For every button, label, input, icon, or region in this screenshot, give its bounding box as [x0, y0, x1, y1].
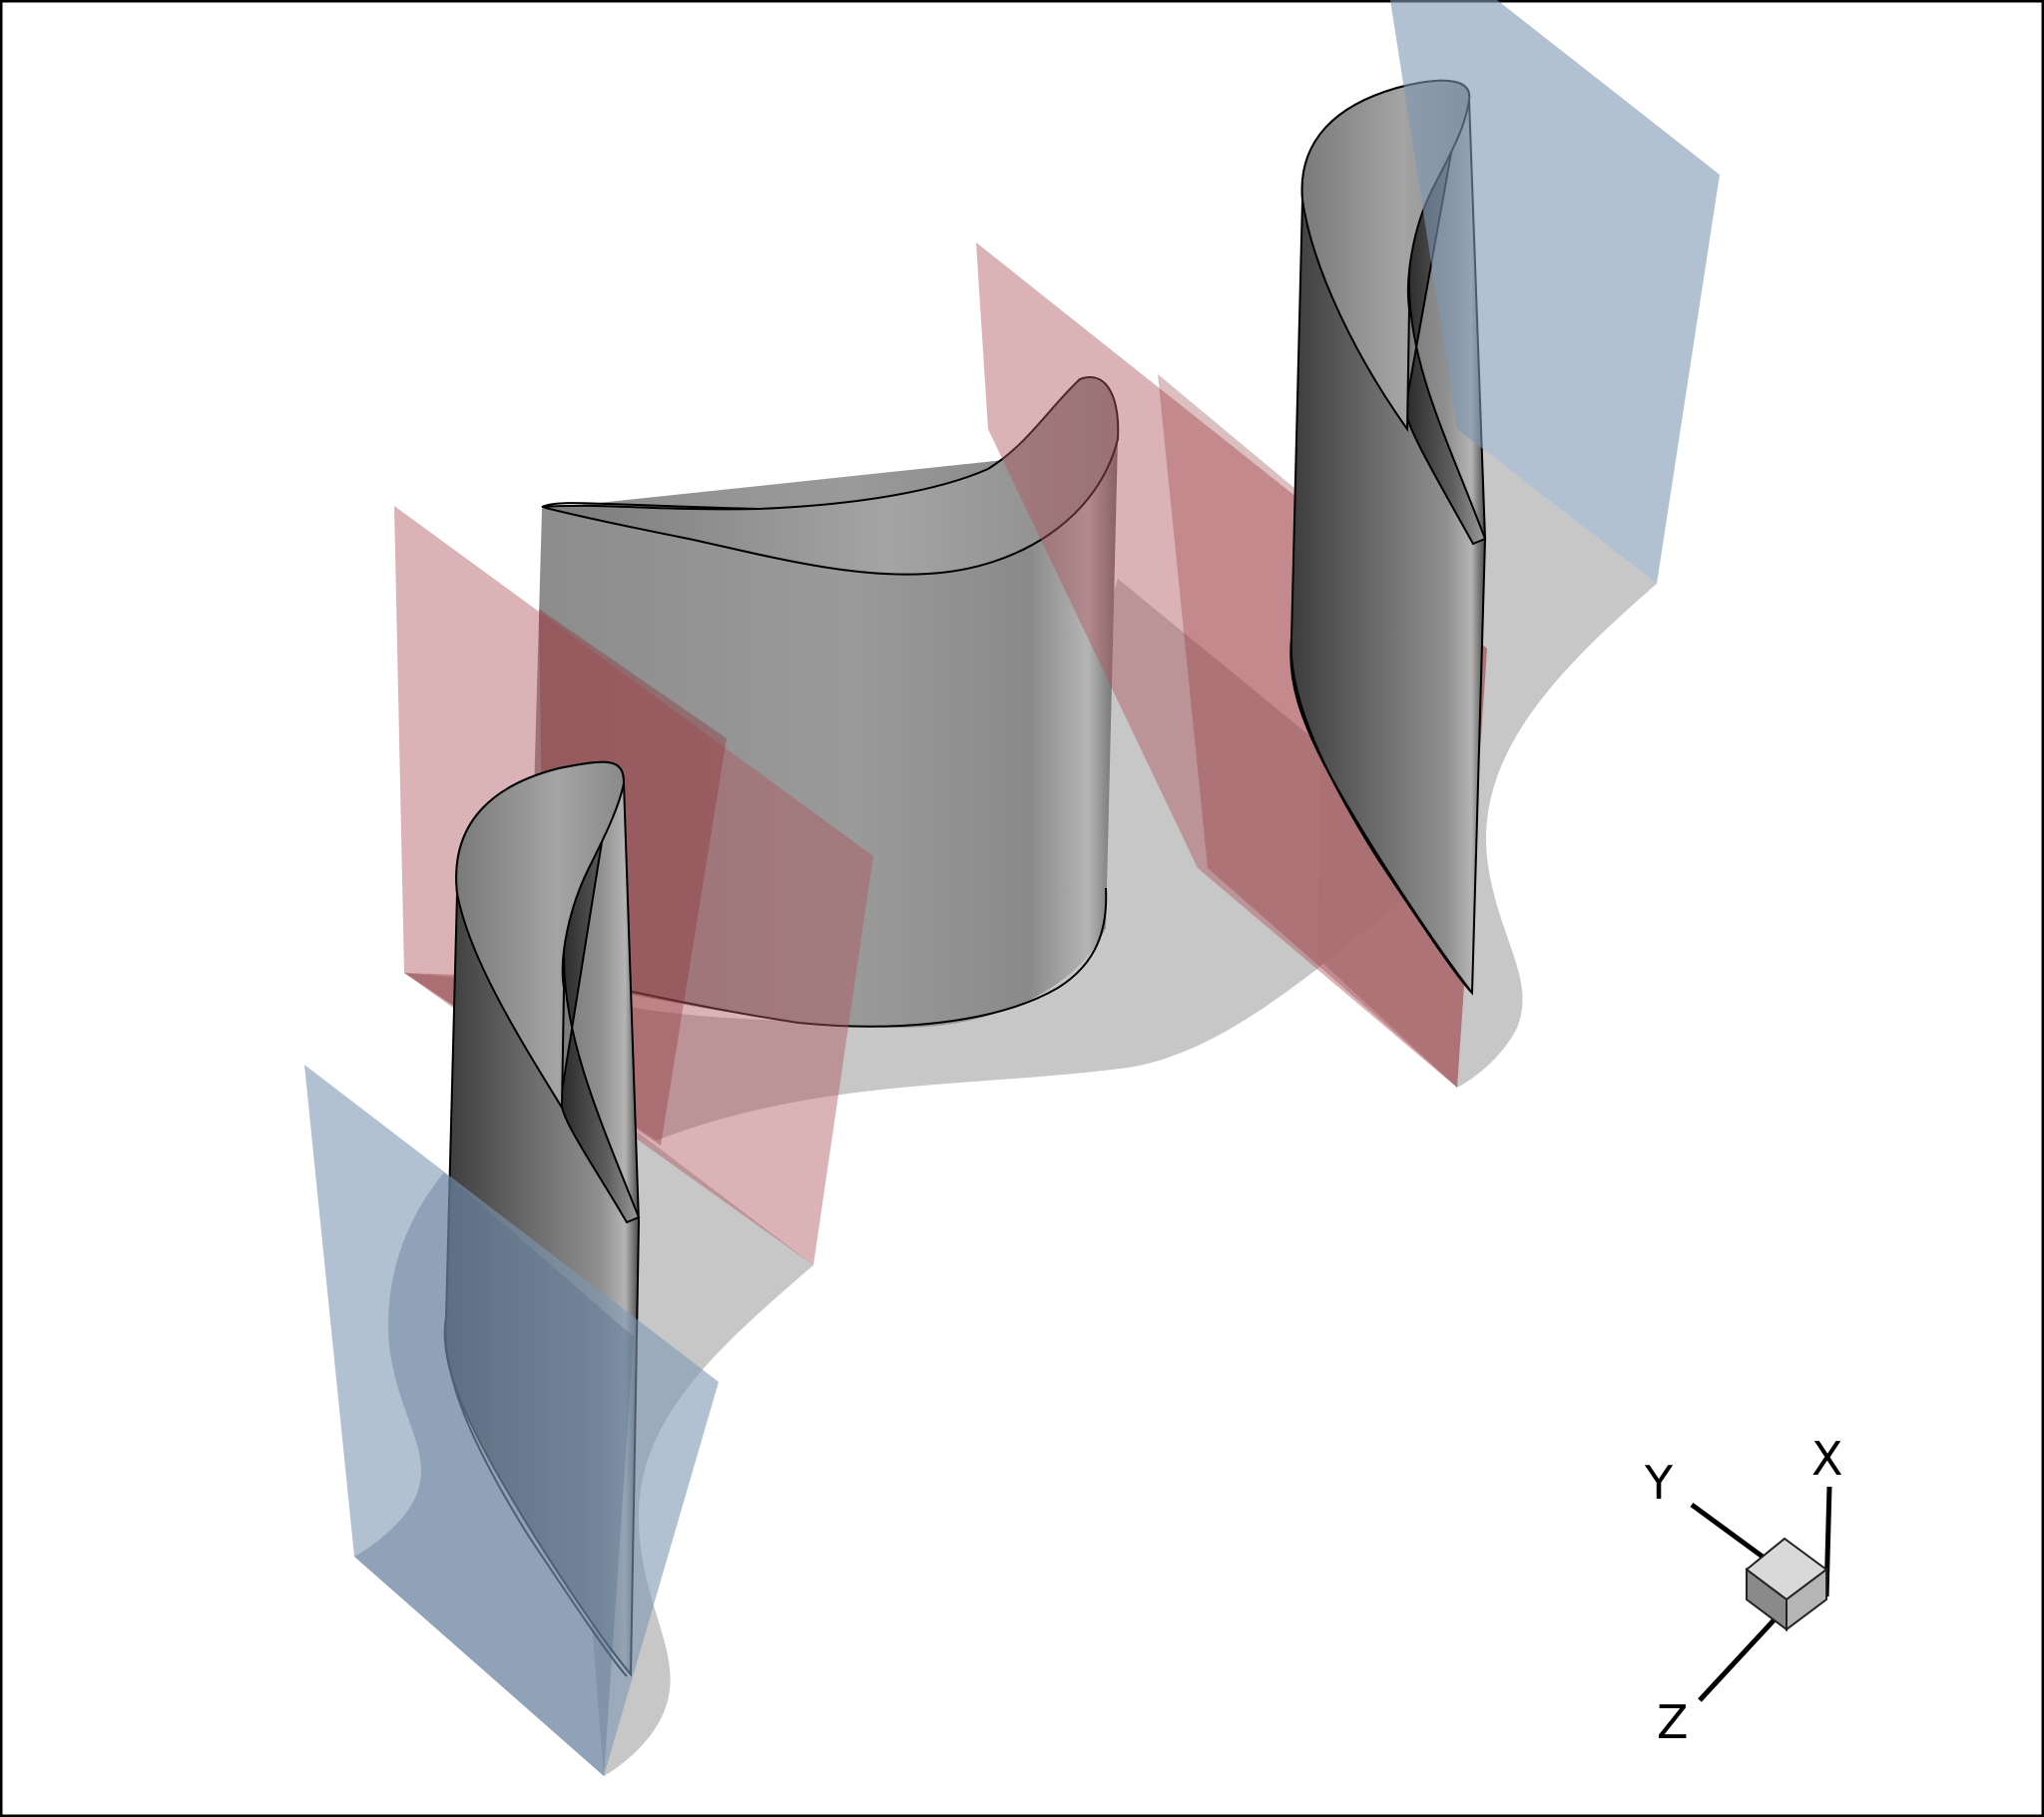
right-blade-base-edge: [1289, 638, 1473, 994]
left-blade-top-cap: [455, 760, 626, 1112]
x-axis-label: X: [1811, 1432, 1843, 1486]
center-blade-top-cap: [541, 376, 1120, 576]
center-blade-top-edge: [541, 502, 760, 510]
cube-right-face: [1786, 1568, 1827, 1631]
red-plane-right: [976, 242, 1487, 1088]
y-axis-label: Y: [1644, 1456, 1674, 1510]
center-blade-base-edge: [541, 887, 1108, 1028]
axis-triad: Y X Z: [1644, 1432, 1843, 1749]
blue-plane-upper: [1390, 0, 1720, 584]
center-blade-body: [529, 439, 1118, 1028]
red-plane-left: [394, 506, 873, 1265]
z-axis-line: [1698, 1604, 1788, 1702]
z-axis-label: Z: [1657, 1695, 1689, 1749]
center-blade: [529, 376, 1120, 1028]
orientation-cube: [1745, 1537, 1828, 1631]
hub-shadow-center: [404, 579, 1477, 1140]
blue-plane-lower: [304, 1065, 719, 1776]
blue-plane-lower-shadow: [354, 1172, 634, 1776]
blue-planes: [304, 0, 1720, 1776]
y-axis-line: [1690, 1502, 1769, 1563]
